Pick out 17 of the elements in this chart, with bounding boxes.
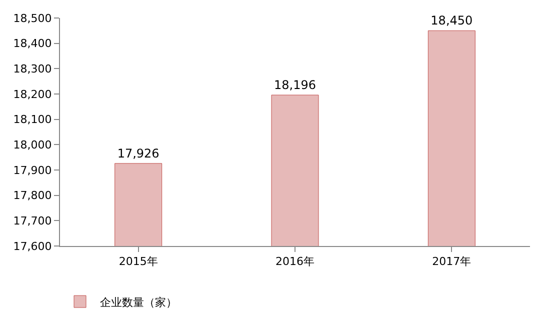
y-tick-label: 17,800 (13, 189, 52, 202)
legend-label: 企业数量（家） (100, 296, 177, 309)
y-tick-label: 18,000 (13, 138, 52, 152)
y-tick-label: 18,300 (13, 62, 52, 76)
y-tick-label: 17,600 (13, 240, 52, 253)
y-tick-label: 18,100 (13, 113, 52, 126)
y-tick-label: 18,200 (13, 88, 52, 101)
x-tick-label: 2015年 (118, 255, 158, 268)
y-tick-label: 18,500 (13, 12, 52, 25)
data-label: 18,196 (274, 78, 316, 92)
y-tick-label: 18,400 (13, 37, 52, 50)
y-tick-label: 17,700 (13, 214, 52, 228)
x-tick-label: 2017年 (432, 255, 472, 268)
data-label: 17,926 (117, 146, 160, 160)
x-tick-label: 2016年 (276, 255, 314, 268)
y-tick-label: 17,900 (13, 164, 52, 177)
data-label: 18,450 (430, 14, 473, 28)
